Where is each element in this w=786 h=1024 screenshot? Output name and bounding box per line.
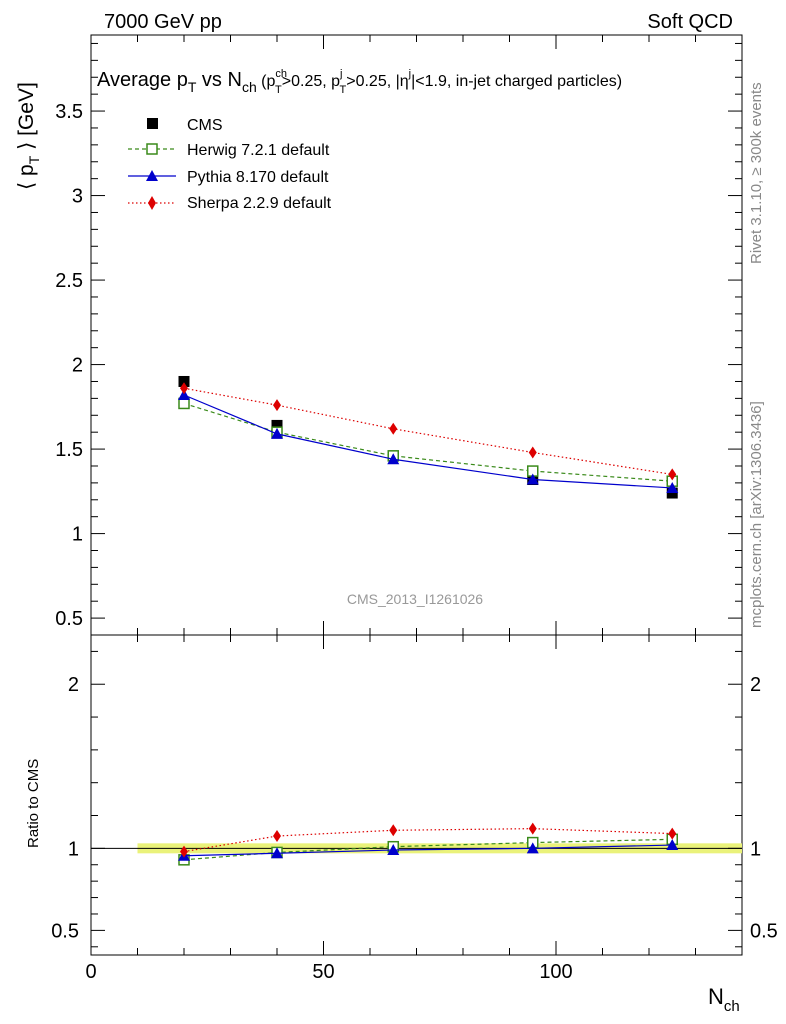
x-tick-label: 0 xyxy=(85,961,96,983)
ratio-y-tick-label: 0.5 xyxy=(51,920,79,942)
data-point-pythia xyxy=(666,481,679,493)
title-cut1-sub: T xyxy=(275,84,282,96)
title-vs-sub: ch xyxy=(242,79,257,95)
main-y-tick-label: 2.5 xyxy=(55,270,83,292)
x-axis-label-main: N xyxy=(708,984,724,1009)
data-point-sherpa xyxy=(180,382,188,395)
x-axis-label: Nch xyxy=(708,984,740,1015)
ratio-y-tick-label: 1 xyxy=(68,838,79,860)
ratio-point-pythia xyxy=(526,842,539,854)
y-axis-label-pre: ⟨ p xyxy=(15,164,38,190)
x-tick-label: 50 xyxy=(312,961,334,983)
data-point-cms xyxy=(666,487,678,499)
series-line-pythia xyxy=(183,394,673,489)
main-y-tick-label: 3.5 xyxy=(55,101,83,123)
y-axis-label-sub: T xyxy=(26,155,42,164)
title-cut2-sub: T xyxy=(340,84,347,96)
legend-item-pythia: Pythia 8.170 default xyxy=(128,169,329,186)
ratio-point-sherpa xyxy=(389,824,398,837)
header-right: Soft QCD xyxy=(647,11,733,33)
legend-label-herwig: Herwig 7.2.1 default xyxy=(187,142,330,159)
ratio-y-tick-label-right: 2 xyxy=(750,674,761,696)
data-point-cms xyxy=(178,375,190,387)
header-left: 7000 GeV pp xyxy=(104,11,222,33)
title-cut3-sup: j xyxy=(408,68,411,80)
title-main: Average p xyxy=(97,69,188,91)
main-y-tick-label: 2 xyxy=(72,355,83,377)
series-line-sherpa xyxy=(183,387,673,476)
data-point-sherpa xyxy=(528,446,537,459)
data-point-pythia xyxy=(178,389,190,400)
title-cut2-sup: j xyxy=(339,68,342,80)
legend-marker-cms xyxy=(147,118,158,129)
legend-item-sherpa: Sherpa 2.2.9 default xyxy=(128,195,332,212)
title-main-sub: T xyxy=(188,79,197,95)
ratio-y-axis-ticks: 0.5 0.5 1 1 2 2 xyxy=(51,650,778,948)
ratio-line-sherpa xyxy=(183,828,673,853)
mcplots-info: mcplots.cern.ch [arXiv:1306.3436] xyxy=(748,401,765,628)
legend-marker-sherpa xyxy=(148,196,156,210)
data-point-sherpa xyxy=(668,468,677,481)
legend-marker-herwig xyxy=(146,143,158,155)
main-y-tick-label: 0.5 xyxy=(55,608,83,630)
ratio-point-pythia xyxy=(271,847,283,859)
legend-label-sherpa: Sherpa 2.2.9 default xyxy=(187,195,332,212)
legend-item-cms: CMS xyxy=(147,117,223,134)
ratio-point-sherpa xyxy=(273,830,281,843)
data-point-sherpa xyxy=(273,399,281,412)
title-vs: vs N xyxy=(196,69,242,91)
series-line-herwig xyxy=(183,402,673,482)
data-point-pythia xyxy=(271,427,283,439)
x-axis-label-sub: ch xyxy=(724,998,740,1015)
legend-label-pythia: Pythia 8.170 default xyxy=(187,169,329,186)
ratio-plot-frame xyxy=(90,634,743,956)
main-y-tick-label: 1.5 xyxy=(55,439,83,461)
data-point-sherpa xyxy=(389,422,398,435)
x-tick-label: 100 xyxy=(539,961,572,983)
legend-marker-pythia xyxy=(146,170,158,181)
ratio-point-sherpa xyxy=(180,845,188,858)
ratio-series-layer xyxy=(178,822,679,866)
data-point-cms xyxy=(271,419,283,431)
data-point-pythia xyxy=(387,453,400,465)
ratio-y-tick-label: 2 xyxy=(68,674,79,696)
title-cut3-val: |<1.9, in-jet charged particles) xyxy=(411,73,622,90)
title-cut1-sup: ch xyxy=(275,68,287,80)
title-cut1: (p xyxy=(257,73,276,90)
legend-item-herwig: Herwig 7.2.1 default xyxy=(128,142,330,159)
ratio-y-axis-label: Ratio to CMS xyxy=(25,759,42,848)
data-point-pythia xyxy=(526,473,539,485)
rivet-info: Rivet 3.1.10, ≥ 300k events xyxy=(748,82,765,264)
ratio-point-sherpa xyxy=(528,822,537,835)
ratio-point-pythia xyxy=(666,839,679,851)
legend-label-cms: CMS xyxy=(187,117,223,134)
ratio-point-sherpa xyxy=(668,827,677,840)
x-axis-ticks: 0 50 100 xyxy=(85,35,743,983)
main-y-tick-label: 3 xyxy=(72,186,83,208)
ratio-line-herwig xyxy=(183,838,673,861)
ratio-y-tick-label-right: 0.5 xyxy=(750,920,778,942)
title-cut1-val: >0.25, p xyxy=(282,73,340,90)
y-axis-label-post: ⟩ [GeV] xyxy=(15,82,38,156)
main-y-tick-label: 1 xyxy=(72,524,83,546)
main-series-layer xyxy=(178,375,679,499)
main-y-axis-ticks: 0.5 1 1.5 2 2.5 3 3.5 xyxy=(55,42,742,630)
legend: CMS Herwig 7.2.1 default Pythia 8.170 de… xyxy=(128,117,332,212)
ratio-y-tick-label-right: 1 xyxy=(750,838,761,860)
analysis-watermark: CMS_2013_I1261026 xyxy=(347,591,483,607)
chart-title: Average pT vs Nch (pch T>0.25, pj T>0.25, … xyxy=(97,68,622,96)
title-cut2-val: >0.25, |η xyxy=(346,73,408,90)
ratio-point-pythia xyxy=(387,843,400,855)
y-axis-label: ⟨ pT ⟩ [GeV] xyxy=(15,82,42,190)
